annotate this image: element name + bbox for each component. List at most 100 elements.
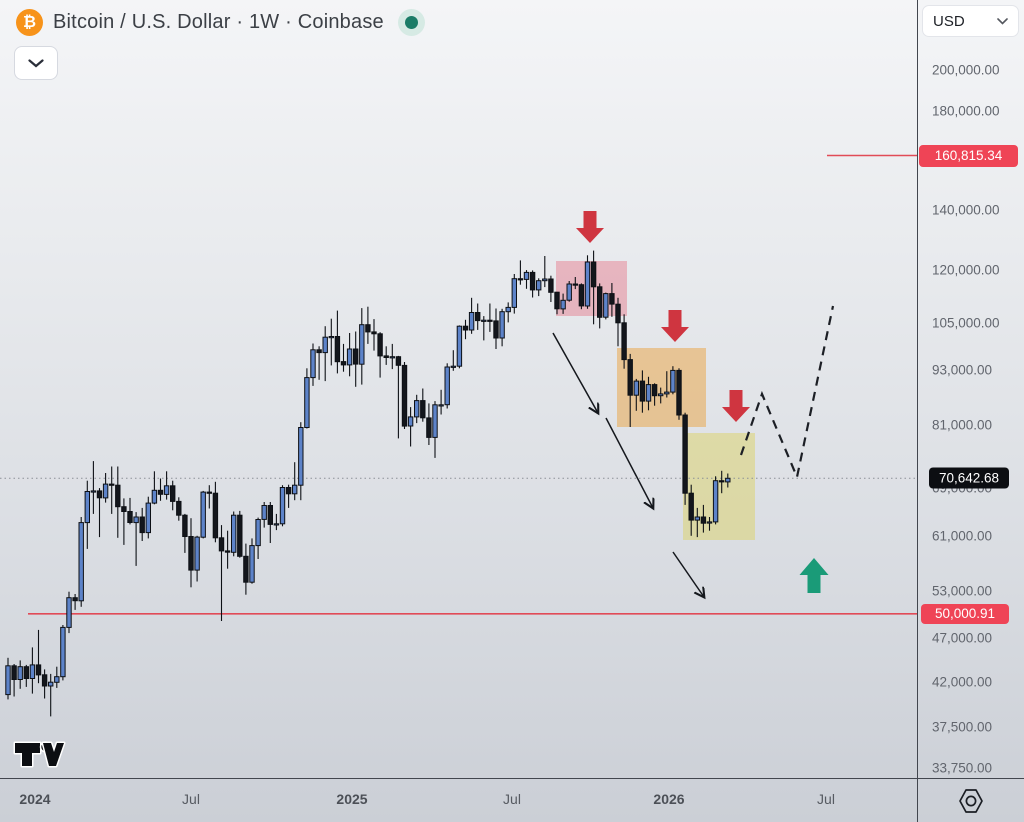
- time-axis-pane[interactable]: 2024 Jul 2025 Jul 2026 Jul: [0, 779, 917, 822]
- candle: [279, 485, 286, 527]
- time-tick-label: 2025: [336, 791, 368, 807]
- candle: [505, 302, 511, 323]
- green-up-arrow[interactable]: [799, 558, 829, 593]
- red-down-arrow[interactable]: [576, 211, 604, 243]
- currency-selector-button[interactable]: USD: [922, 5, 1019, 37]
- candle: [645, 376, 652, 411]
- candle: [285, 484, 292, 508]
- price-tick-label: 47,000.00: [932, 630, 993, 646]
- candle: [700, 504, 707, 533]
- price-tick-label: 37,500.00: [932, 719, 993, 735]
- candle: [639, 370, 646, 413]
- candle: [664, 371, 670, 398]
- candle: [590, 250, 597, 325]
- candle: [237, 510, 243, 558]
- candle: [383, 346, 389, 365]
- price-axis-separator: [917, 0, 918, 822]
- axis-settings-gear-icon[interactable]: [954, 785, 988, 817]
- time-tick-label: 2024: [19, 791, 51, 807]
- chart-pane[interactable]: ₿ Bitcoin / U.S. Dollar · 1W · Coinbase: [0, 0, 917, 778]
- candle: [401, 362, 408, 429]
- red-down-arrow[interactable]: [722, 390, 750, 422]
- price-tick-label: 120,000.00: [932, 262, 1000, 278]
- candle: [371, 319, 377, 351]
- candle: [609, 283, 615, 317]
- candle: [554, 291, 560, 315]
- candle: [346, 333, 353, 377]
- chevron-down-icon: [997, 17, 1008, 25]
- candle: [273, 513, 280, 531]
- candle: [310, 343, 316, 386]
- candle: [444, 363, 450, 409]
- candle: [548, 275, 554, 302]
- price-tick-label: 61,000.00: [932, 528, 993, 544]
- candle: [41, 669, 48, 699]
- candle: [78, 517, 84, 607]
- candle: [682, 412, 688, 505]
- candle: [102, 473, 109, 503]
- candle: [23, 664, 30, 687]
- candle: [231, 511, 237, 557]
- chart-legend: ₿ Bitcoin / U.S. Dollar · 1W · Coinbase: [16, 6, 425, 38]
- candle: [365, 306, 371, 344]
- candle: [407, 407, 414, 447]
- price-tick-label: 81,000.00: [932, 417, 993, 433]
- candle: [267, 502, 274, 543]
- candle: [249, 538, 255, 584]
- candle: [359, 308, 365, 385]
- candle: [292, 462, 298, 501]
- price-tick-label: 105,000.00: [932, 315, 1000, 331]
- price-badge-upper-target: 160,815.34: [919, 144, 1018, 167]
- time-axis-separator: [0, 778, 1024, 779]
- candlestick-chart[interactable]: [0, 0, 917, 778]
- candle: [35, 629, 42, 684]
- symbol-title: Bitcoin / U.S. Dollar · 1W · Coinbase: [53, 10, 384, 33]
- candle: [157, 478, 164, 501]
- candle: [493, 308, 499, 349]
- candle: [90, 461, 97, 514]
- market-status-dot: [404, 15, 418, 29]
- price-tick-label: 93,000.00: [932, 362, 993, 378]
- candle: [206, 485, 213, 509]
- red-down-arrow[interactable]: [661, 310, 689, 342]
- candle: [96, 488, 103, 538]
- trend-arrow[interactable]: [605, 417, 653, 508]
- candle: [499, 308, 505, 347]
- candle: [115, 466, 121, 538]
- bitcoin-logo-icon: ₿: [16, 8, 43, 36]
- candle: [151, 471, 158, 505]
- tradingview-logo[interactable]: [12, 734, 66, 770]
- price-tick-label: 33,750.00: [932, 760, 993, 776]
- candle: [633, 378, 639, 411]
- projection-zigzag[interactable]: [739, 305, 835, 481]
- trend-arrow[interactable]: [552, 332, 598, 413]
- price-tick-label: 42,000.00: [932, 674, 993, 690]
- candle: [322, 326, 328, 382]
- candle: [389, 343, 396, 370]
- candle: [176, 497, 182, 521]
- candle: [566, 281, 572, 302]
- time-tick-label: Jul: [503, 791, 521, 807]
- candle: [255, 517, 261, 559]
- candle: [584, 255, 591, 309]
- candle: [353, 331, 359, 387]
- candle: [627, 353, 633, 427]
- candle: [170, 480, 176, 511]
- candle: [60, 625, 66, 681]
- candle: [84, 480, 90, 549]
- candle: [395, 355, 402, 439]
- candle: [523, 270, 530, 289]
- trend-arrow[interactable]: [672, 551, 704, 597]
- candle: [658, 387, 664, 404]
- candle: [377, 332, 383, 378]
- candle: [426, 403, 432, 445]
- candle: [298, 422, 304, 501]
- candle: [597, 283, 603, 329]
- time-tick-label: Jul: [182, 791, 200, 807]
- candle: [676, 368, 682, 420]
- candle: [621, 314, 627, 369]
- price-axis-pane[interactable]: USD 200,000.00 180,000.00 140,000.00 120,00…: [918, 0, 1024, 778]
- candle: [450, 350, 457, 371]
- candle: [29, 647, 36, 694]
- legend-collapse-button[interactable]: [14, 46, 58, 80]
